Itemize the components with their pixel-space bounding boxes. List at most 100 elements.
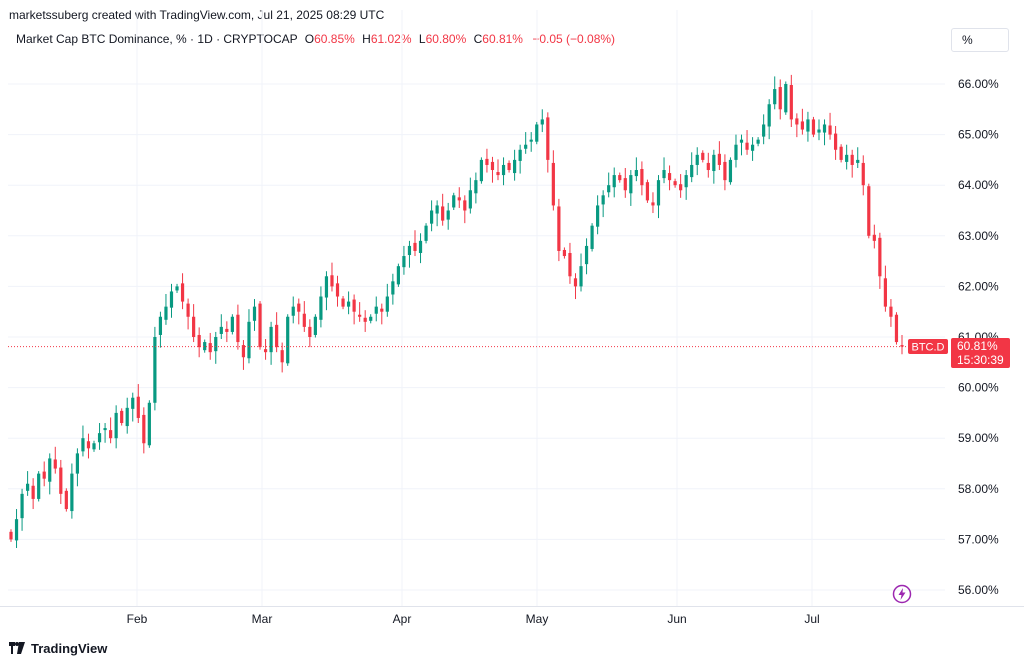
candle <box>352 294 356 325</box>
candle <box>839 144 843 163</box>
price-tick-label: 65.00% <box>958 128 999 142</box>
candle-body <box>197 334 201 348</box>
tradingview-logo-icon <box>9 642 25 654</box>
candle-body <box>97 433 102 443</box>
candle-body <box>773 89 777 105</box>
candle-body <box>717 153 721 165</box>
candle-body <box>695 154 699 165</box>
candle <box>618 172 622 183</box>
candle <box>324 271 329 311</box>
candle <box>546 112 550 173</box>
candle-body <box>883 278 887 307</box>
candle <box>402 245 406 275</box>
candle <box>684 170 688 200</box>
candle <box>291 296 295 324</box>
candle <box>540 109 544 133</box>
candle-body <box>612 175 616 188</box>
candle <box>629 170 633 206</box>
percent-scale-button[interactable]: % <box>951 28 1009 52</box>
price-tick-label: 64.00% <box>958 178 999 192</box>
change-value: −0.05 (−0.08%) <box>532 32 616 46</box>
price-tick-label: 59.00% <box>958 431 999 445</box>
candle <box>573 273 578 300</box>
candle <box>778 79 782 120</box>
candle <box>180 273 185 310</box>
candle <box>42 461 46 487</box>
candle <box>861 155 865 196</box>
candle-body <box>573 278 578 287</box>
candle-body <box>158 316 163 335</box>
candle <box>651 192 655 214</box>
candle-body <box>330 275 334 287</box>
candle <box>457 187 461 208</box>
candle-body <box>457 197 461 201</box>
candle-body <box>86 441 91 449</box>
candle-body <box>236 314 240 343</box>
candle-body <box>833 133 838 150</box>
candle-body <box>501 164 506 176</box>
candle <box>463 195 467 224</box>
tradingview-footer[interactable]: TradingView <box>9 639 107 657</box>
time-tick-label: Jun <box>667 612 686 626</box>
candle-body <box>402 256 406 268</box>
candle-body <box>601 195 605 205</box>
candle-body <box>109 430 113 439</box>
symbol-title[interactable]: Market Cap BTC Dominance, % · 1D · CRYPT… <box>16 32 298 46</box>
candle-body <box>441 206 445 221</box>
symbol-tag: BTC.D <box>908 339 948 354</box>
candle <box>867 183 871 239</box>
candle-body <box>789 85 793 120</box>
candle-body <box>784 84 788 113</box>
candle <box>795 113 799 138</box>
candle-body <box>131 397 135 409</box>
candle-body <box>192 316 196 337</box>
candle <box>612 167 616 198</box>
candle <box>656 175 661 219</box>
candle-body <box>679 184 683 191</box>
candle <box>48 453 52 495</box>
time-tick-label: May <box>526 612 549 626</box>
candle-body <box>308 326 312 337</box>
candle <box>557 198 561 262</box>
candle <box>435 200 439 227</box>
candle <box>53 446 57 474</box>
candle <box>241 340 246 370</box>
candle-body <box>352 299 356 312</box>
candle-body <box>341 298 345 307</box>
candle <box>806 111 810 142</box>
price-axis[interactable]: 66.00%65.00%64.00%63.00%62.00%61.00%60.0… <box>958 77 999 597</box>
candle <box>640 161 644 196</box>
candle-body <box>26 483 30 491</box>
price-tick-label: 66.00% <box>958 77 999 91</box>
candle-body <box>535 124 539 142</box>
candle-body <box>856 159 860 163</box>
candle-body <box>358 314 362 317</box>
candle-body <box>800 121 804 130</box>
candle <box>374 296 378 322</box>
high-label: H <box>362 32 371 46</box>
candle <box>745 130 749 155</box>
price-tag: 60.81% 15:30:39 <box>951 338 1010 368</box>
candle-body <box>31 485 35 499</box>
lightning-icon[interactable] <box>892 584 912 604</box>
candle <box>358 302 362 322</box>
time-axis[interactable]: Feb Mar Apr May Jun Jul <box>127 612 820 626</box>
candle-body <box>125 407 129 427</box>
candle <box>81 425 85 457</box>
candle-body <box>64 490 68 510</box>
candle-body <box>429 210 434 224</box>
candle-body <box>878 237 882 277</box>
candle <box>551 150 555 211</box>
candle <box>712 149 716 184</box>
candle-body <box>374 306 378 314</box>
candle-body <box>822 124 827 133</box>
symbol-tag-box <box>908 339 948 354</box>
candle <box>308 319 312 348</box>
candle <box>817 119 821 141</box>
candle-body <box>867 186 871 236</box>
candle-body <box>302 313 306 327</box>
candle <box>856 147 860 168</box>
candle-body <box>247 321 251 359</box>
candle-body <box>662 170 666 179</box>
